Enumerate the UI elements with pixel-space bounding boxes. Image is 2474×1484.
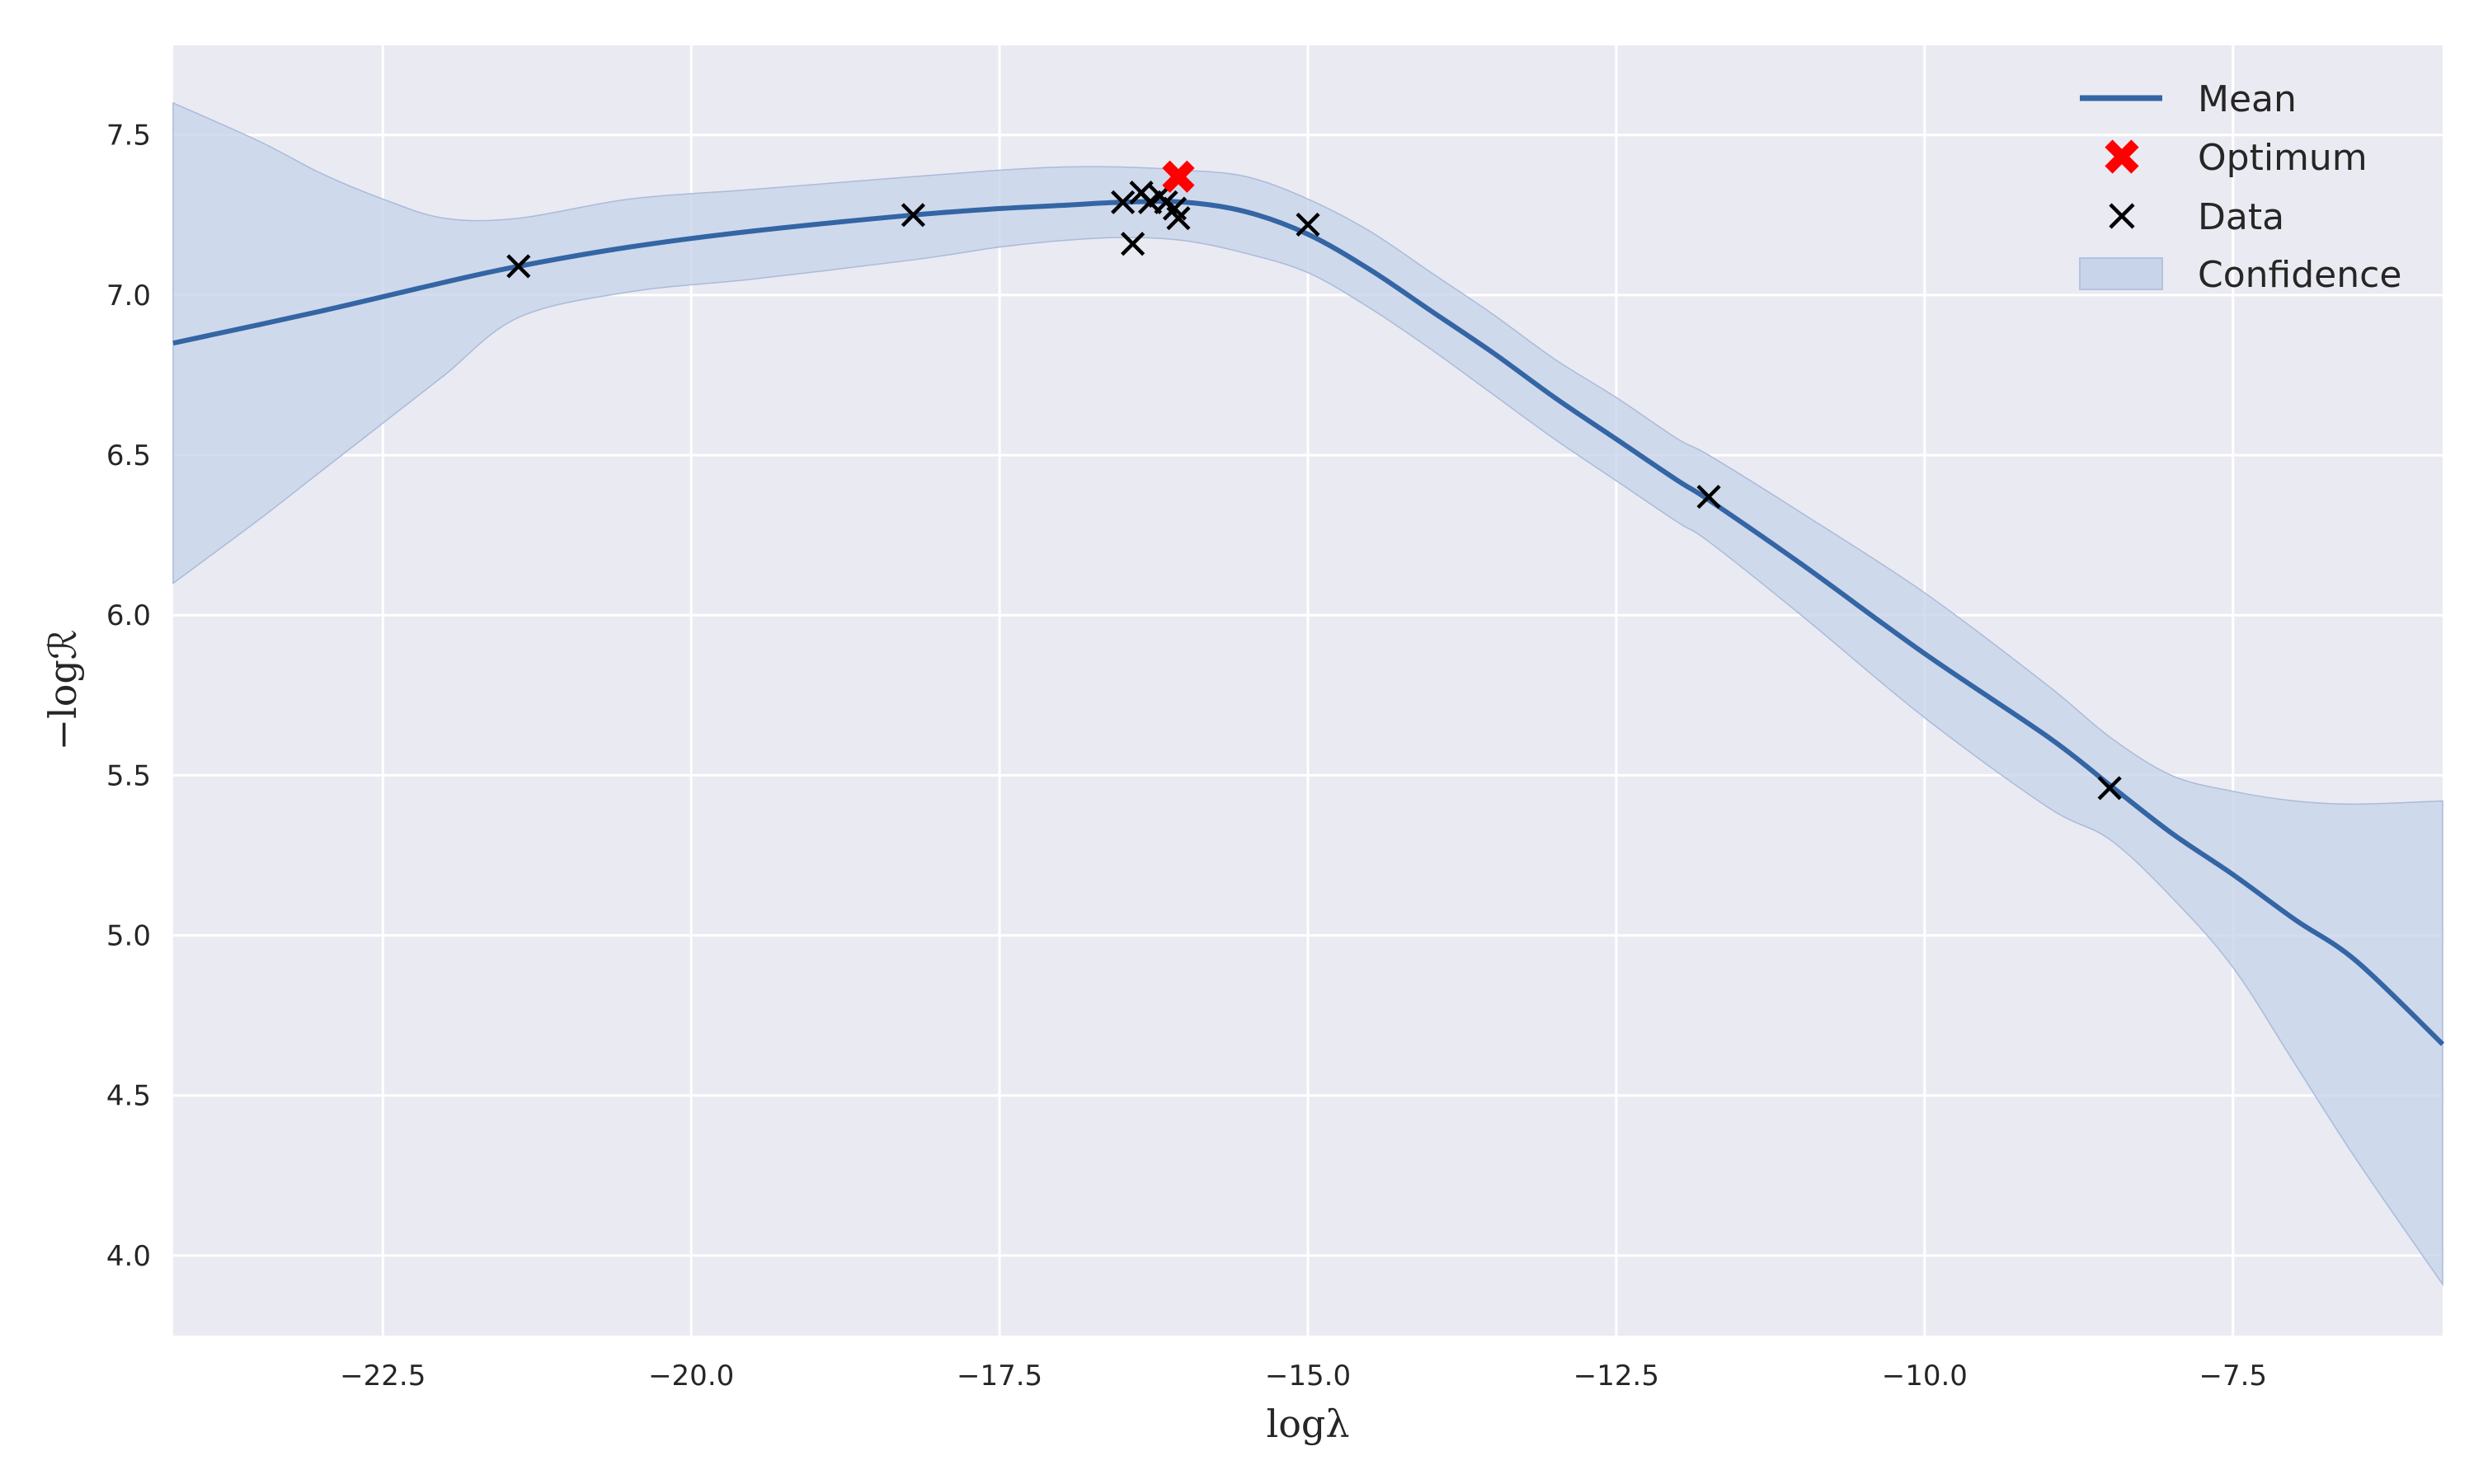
optimum-point	[1162, 160, 1195, 193]
legend-optimum-label: Optimum	[2198, 137, 2368, 179]
y-tick-label: 4.0	[106, 1240, 151, 1273]
data-point	[1111, 190, 1136, 214]
y-tick-label: 6.5	[106, 439, 151, 472]
y-tick-labels: 4.0 4.5 5.0 5.5 6.0 6.5 7.0 7.5	[106, 120, 151, 1273]
data-point	[1696, 484, 1721, 510]
x-axis-label: logλ	[1266, 1402, 1349, 1446]
y-tick-label: 7.0	[106, 279, 151, 312]
y-tick-label: 5.0	[106, 920, 151, 953]
mean-line	[172, 199, 2445, 1046]
x-tick-label: −12.5	[1573, 1360, 1659, 1392]
legend-confidence-swatch	[2079, 257, 2163, 290]
x-tick-label: −15.0	[1265, 1360, 1351, 1392]
x-tick-label: −17.5	[957, 1360, 1042, 1392]
y-axis-label: −logℛ	[40, 629, 85, 750]
confidence-band-group	[172, 101, 2443, 1287]
data-point	[901, 203, 925, 228]
legend-data-label: Data	[2198, 196, 2284, 238]
mean-line-group	[172, 199, 2445, 1046]
data-points-group	[506, 181, 2122, 801]
confidence-band	[172, 101, 2443, 1287]
x-tick-label: −20.0	[648, 1360, 734, 1392]
data-point	[1296, 212, 1320, 237]
y-tick-label: 7.5	[106, 120, 151, 153]
y-tick-label: 4.5	[106, 1080, 151, 1113]
x-tick-label: −7.5	[2199, 1360, 2267, 1392]
legend-optimum-swatch	[2105, 139, 2139, 174]
y-tick-label: 6.0	[106, 599, 151, 632]
x-tick-label: −22.5	[340, 1360, 426, 1392]
data-point	[1166, 206, 1191, 231]
legend: Mean Optimum Data Confidence	[2079, 78, 2401, 296]
optimum-group	[1162, 160, 1195, 193]
legend-mean-label: Mean	[2198, 78, 2297, 120]
y-tick-label: 5.5	[106, 759, 151, 792]
legend-data-swatch	[2109, 203, 2135, 229]
data-point	[1121, 232, 1145, 256]
data-point	[2097, 776, 2122, 801]
x-tick-label: −10.0	[1882, 1360, 1968, 1392]
x-tick-labels: −22.5 −20.0 −17.5 −15.0 −12.5 −10.0 −7.5	[340, 1360, 2267, 1392]
data-point	[506, 254, 531, 279]
legend-confidence-label: Confidence	[2198, 254, 2401, 296]
